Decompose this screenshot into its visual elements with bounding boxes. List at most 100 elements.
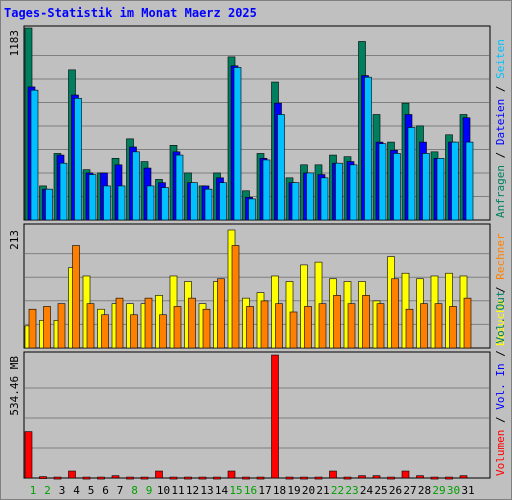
legend-middle: Besuche / Rechner [494, 233, 507, 346]
legend-vol-in: Vol. In [494, 363, 507, 409]
x-tick-day-27: 27 [403, 484, 416, 497]
x-tick-day-5: 5 [88, 484, 95, 497]
x-tick-day-21: 21 [316, 484, 329, 497]
bar-rechner-day-30 [449, 306, 457, 349]
bar-seiten-day-26 [393, 153, 401, 221]
bar-rechner-day-15 [231, 245, 240, 349]
bar-rechner-day-10 [159, 314, 167, 349]
bar-rechner-day-14 [217, 278, 225, 349]
chart-title: Tages-Statistik im Monat Maerz 2025 [4, 6, 257, 20]
x-tick-day-10: 10 [157, 484, 170, 497]
bar-volumen-day-16 [242, 476, 250, 480]
legend-volumen: Volumen [494, 430, 507, 476]
x-tick-day-3: 3 [59, 484, 66, 497]
legend-dateien: Dateien [494, 99, 507, 145]
bar-rechner-day-29 [434, 303, 443, 349]
legend-rechner: Rechner [494, 233, 507, 280]
bar-rechner-day-6 [101, 314, 109, 349]
legend-bottom: Volumen / Vol. In / Vol. Out [494, 291, 507, 476]
legend-seiten: Seiten [494, 39, 507, 79]
bar-rechner-day-31 [463, 297, 472, 349]
x-tick-day-23: 23 [345, 484, 358, 497]
bar-seiten-day-16 [248, 198, 256, 221]
bar-rechner-day-21 [318, 303, 327, 349]
bar-seiten-day-24 [364, 76, 372, 221]
bar-seiten-day-27 [407, 127, 416, 221]
bar-rechner-day-25 [376, 303, 385, 349]
x-tick-day-31: 31 [461, 484, 474, 497]
bar-volumen-day-5 [82, 476, 91, 480]
bar-seiten-day-6 [103, 185, 111, 221]
bar-rechner-day-11 [173, 306, 182, 349]
legend-top: Anfragen / Dateien / Seiten [494, 39, 507, 218]
panel-3-ymax-label: 534.46 MB [8, 356, 21, 416]
bar-volumen-day-9 [140, 476, 149, 480]
bar-rechner-day-22 [333, 295, 341, 349]
legend-anfragen: Anfragen [494, 165, 507, 218]
x-tick-day-9: 9 [146, 484, 153, 497]
bar-rechner-day-13 [202, 308, 211, 349]
bar-volumen-day-24 [358, 475, 366, 479]
bar-volumen-day-1 [24, 431, 33, 479]
bar-seiten-day-20 [306, 172, 314, 221]
bar-volumen-day-12 [184, 476, 192, 480]
bar-seiten-day-10 [161, 187, 169, 221]
x-tick-day-11: 11 [171, 484, 184, 497]
bar-volumen-day-17 [256, 476, 265, 480]
x-tick-day-20: 20 [302, 484, 315, 497]
bar-volumen-day-6 [97, 476, 105, 480]
x-tick-day-17: 17 [258, 484, 271, 497]
bar-volumen-day-18 [271, 354, 279, 479]
bar-seiten-day-1 [30, 89, 39, 221]
bar-volumen-day-30 [445, 476, 453, 480]
bar-rechner-day-28 [420, 303, 428, 349]
bar-rechner-day-1 [28, 308, 37, 349]
bar-volumen-day-10 [155, 470, 163, 479]
bar-volumen-day-13 [198, 476, 207, 480]
x-tick-day-16: 16 [244, 484, 257, 497]
bar-volumen-day-22 [329, 470, 337, 479]
bar-rechner-day-7 [115, 297, 124, 349]
bar-volumen-day-11 [169, 476, 178, 480]
x-tick-day-29: 29 [432, 484, 445, 497]
bar-seiten-day-3 [59, 162, 68, 221]
bar-rechner-day-20 [304, 306, 312, 349]
bar-seiten-day-4 [74, 97, 82, 221]
bar-volumen-day-19 [285, 476, 294, 480]
x-tick-day-25: 25 [374, 484, 387, 497]
bar-volumen-day-15 [227, 470, 236, 479]
panel-2-ymax-label: 213 [8, 230, 21, 250]
x-tick-day-15: 15 [229, 484, 242, 497]
bar-rechner-day-2 [43, 306, 51, 349]
bar-volumen-day-29 [430, 476, 439, 480]
x-tick-day-8: 8 [131, 484, 138, 497]
bar-seiten-day-7 [117, 185, 126, 221]
bar-volumen-day-8 [126, 476, 134, 480]
bar-seiten-day-29 [436, 158, 445, 221]
bar-volumen-day-23 [343, 476, 352, 480]
legend-vol-out: Vol. Out [494, 291, 507, 344]
bar-seiten-day-14 [219, 182, 227, 221]
bar-volumen-day-7 [111, 475, 120, 479]
bar-volumen-day-20 [300, 476, 308, 480]
bar-rechner-day-9 [144, 297, 153, 349]
x-tick-day-12: 12 [186, 484, 199, 497]
bar-volumen-day-27 [401, 470, 410, 479]
bar-volumen-day-3 [53, 476, 62, 480]
x-tick-day-14: 14 [215, 484, 229, 497]
bar-seiten-day-5 [88, 174, 97, 221]
bar-volumen-day-4 [68, 470, 76, 479]
bar-volumen-day-31 [459, 475, 468, 479]
x-tick-day-7: 7 [117, 484, 124, 497]
bar-rechner-day-18 [275, 303, 283, 349]
bar-seiten-day-15 [233, 67, 242, 221]
bar-rechner-day-12 [188, 297, 196, 349]
bar-seiten-day-21 [320, 177, 329, 221]
bar-rechner-day-3 [57, 303, 66, 349]
bar-rechner-day-8 [130, 314, 138, 349]
bar-seiten-day-30 [451, 141, 459, 221]
panel-3-plot-area [23, 351, 491, 479]
bar-rechner-day-4 [72, 245, 80, 349]
x-tick-day-6: 6 [102, 484, 109, 497]
